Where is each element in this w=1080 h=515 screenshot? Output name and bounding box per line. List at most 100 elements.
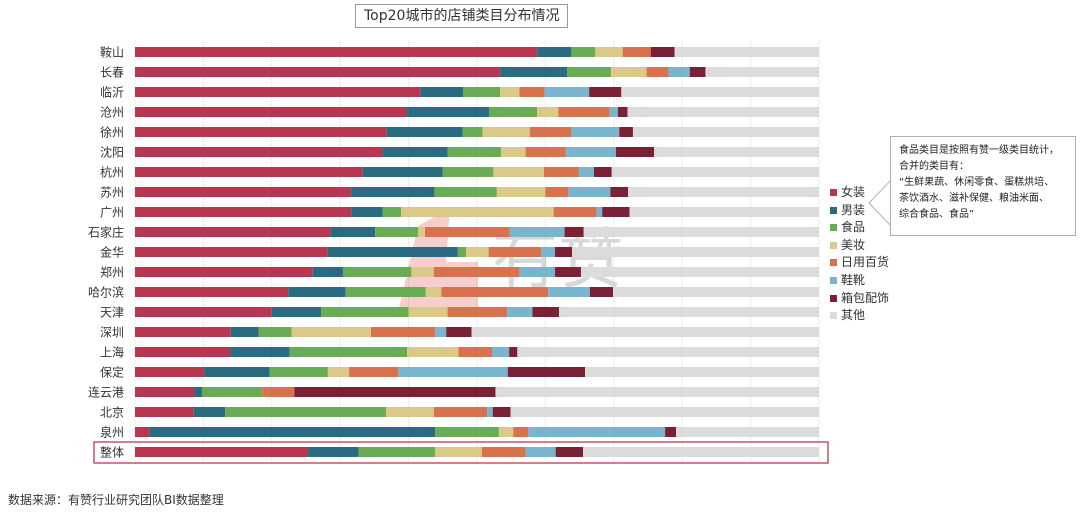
bar-segment bbox=[135, 87, 421, 97]
bar-segment bbox=[585, 367, 819, 377]
bar-segment bbox=[382, 207, 402, 217]
bar-segment bbox=[519, 87, 545, 97]
bar-segment bbox=[668, 67, 690, 77]
bar-segment bbox=[258, 327, 292, 337]
bar-segment bbox=[441, 287, 549, 297]
bar-segment bbox=[433, 267, 520, 277]
bar-segment bbox=[517, 347, 819, 357]
bar-segment bbox=[433, 407, 488, 417]
bar-segment bbox=[447, 307, 508, 317]
bar-segment bbox=[498, 427, 514, 437]
bar-segment bbox=[401, 207, 554, 217]
bar-segment bbox=[580, 267, 819, 277]
note-box: 食品类目是按照有赞一级类目统计， 合并的类目有： “生鲜果蔬、休闲零食、蛋糕烘培、茶… bbox=[890, 136, 1076, 236]
bar-segment bbox=[632, 127, 819, 137]
bar-segment bbox=[135, 207, 352, 217]
category-label: 沧州 bbox=[100, 105, 124, 120]
category-label: 长春 bbox=[100, 66, 124, 80]
bar-segment bbox=[135, 227, 331, 237]
bar-segment bbox=[351, 187, 435, 197]
bar-segment bbox=[525, 447, 556, 457]
bar-segment bbox=[674, 47, 819, 57]
bar-segment bbox=[408, 307, 448, 317]
bar-segment bbox=[610, 187, 629, 197]
legend-item: 箱包配饰 bbox=[830, 290, 889, 308]
bar-segment bbox=[537, 107, 559, 117]
bar-segment bbox=[435, 327, 447, 337]
legend-label: 食品 bbox=[841, 220, 866, 235]
bar-segment bbox=[492, 347, 510, 357]
bar-segment bbox=[646, 67, 669, 77]
bar-segment bbox=[558, 107, 610, 117]
bar-segment bbox=[435, 427, 499, 437]
bar-segment bbox=[611, 67, 647, 77]
bar-segment bbox=[345, 287, 426, 297]
bar-segment bbox=[589, 287, 614, 297]
bar-segment bbox=[513, 427, 529, 437]
bar-segment bbox=[294, 387, 496, 397]
bar-segment bbox=[446, 327, 472, 337]
bar-segment bbox=[418, 227, 426, 237]
bar-segment bbox=[609, 107, 618, 117]
legend-label: 鞋靴 bbox=[841, 272, 866, 287]
bar-segment bbox=[555, 447, 584, 457]
bar-segment bbox=[689, 67, 706, 77]
bar-segment bbox=[425, 287, 442, 297]
bar-segment bbox=[525, 147, 566, 157]
bar-segment bbox=[619, 127, 633, 137]
legend-label: 美妆 bbox=[841, 237, 866, 252]
bar-segment bbox=[135, 447, 309, 457]
legend-label: 其他 bbox=[841, 308, 866, 323]
bar-segment bbox=[135, 427, 150, 437]
bar-segment bbox=[135, 167, 363, 177]
legend-label: 男装 bbox=[841, 202, 866, 217]
bar-segment bbox=[135, 147, 383, 157]
category-label: 杭州 bbox=[100, 165, 124, 180]
bar-segment bbox=[230, 327, 259, 337]
bar-segment bbox=[135, 387, 195, 397]
bar-segment bbox=[500, 147, 526, 157]
bar-segment bbox=[458, 347, 493, 357]
bar-segment bbox=[327, 367, 350, 377]
legend-label: 女装 bbox=[841, 185, 866, 199]
note-line: 食品类目是按照有赞一级类目统计， bbox=[899, 145, 1059, 156]
legend-item: 日用百货 bbox=[830, 254, 889, 272]
bar-segment bbox=[602, 207, 630, 217]
bar-segment bbox=[544, 167, 579, 177]
bar-segment bbox=[519, 267, 555, 277]
bar-segment bbox=[462, 127, 483, 137]
bar-segment bbox=[442, 167, 494, 177]
category-label: 石家庄 bbox=[88, 225, 124, 240]
bar-segment bbox=[622, 47, 651, 57]
category-labels: 鞍山长春临沂沧州徐州沈阳杭州苏州广州石家庄金华郑州哈尔滨天津深圳上海保定连云港北… bbox=[88, 45, 124, 460]
bar-segment bbox=[135, 267, 313, 277]
bar-segment bbox=[559, 307, 819, 317]
category-label: 广州 bbox=[100, 206, 124, 220]
bar-segment bbox=[362, 167, 443, 177]
bar-segment bbox=[135, 67, 501, 77]
bar-segment bbox=[434, 187, 497, 197]
category-label: 整体 bbox=[100, 445, 124, 460]
legend-swatch bbox=[830, 241, 837, 249]
bar-segment bbox=[386, 127, 463, 137]
bar-segment bbox=[471, 327, 819, 337]
bar-segment bbox=[567, 67, 612, 77]
bar-segment bbox=[135, 127, 387, 137]
bar-segment bbox=[611, 167, 819, 177]
bar-segment bbox=[375, 227, 419, 237]
bar-segment bbox=[135, 47, 538, 57]
bar-segment bbox=[288, 287, 346, 297]
legend-swatch bbox=[830, 189, 837, 196]
category-label: 北京 bbox=[100, 406, 124, 420]
legend-swatch bbox=[830, 312, 837, 320]
category-label: 天津 bbox=[100, 306, 124, 320]
bar-segment bbox=[593, 167, 612, 177]
bar-segment bbox=[351, 207, 383, 217]
bar-segment bbox=[358, 447, 436, 457]
bar-segment bbox=[330, 227, 376, 237]
bar-segment bbox=[613, 287, 819, 297]
bar-segment bbox=[135, 367, 205, 377]
legend-item: 食品 bbox=[830, 219, 889, 237]
bar-segment bbox=[425, 227, 510, 237]
highlight-frame bbox=[93, 441, 829, 464]
